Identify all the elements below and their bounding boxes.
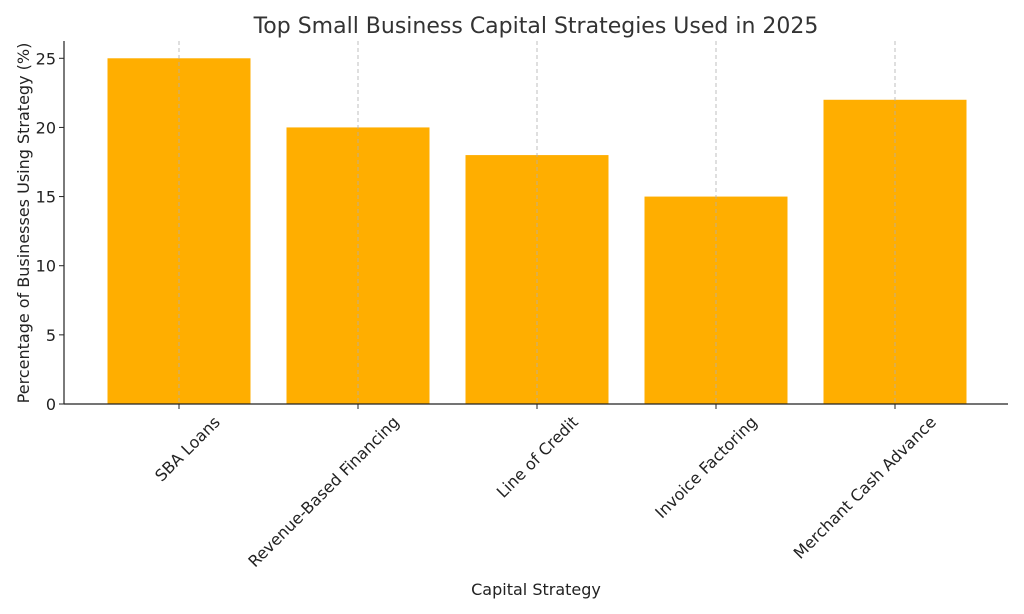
y-tick-label-3: 15 bbox=[36, 188, 56, 207]
x-tick-label-3: Invoice Factoring bbox=[651, 412, 761, 522]
y-tick-label-5: 25 bbox=[36, 49, 56, 68]
y-tick-label-0: 0 bbox=[46, 395, 56, 414]
y-tick-label-2: 10 bbox=[36, 257, 56, 276]
y-tick-label-4: 20 bbox=[36, 118, 56, 137]
y-tick-labels: 0 5 10 15 20 25 bbox=[36, 49, 64, 414]
x-tick-label-0: SBA Loans bbox=[151, 412, 224, 485]
x-tick-label-4: Merchant Cash Advance bbox=[790, 412, 940, 562]
x-tick-label-2: Line of Credit bbox=[493, 412, 582, 501]
x-tick-labels: SBA Loans Revenue-Based Financing Line of … bbox=[151, 404, 940, 571]
x-tick-label-1: Revenue-Based Financing bbox=[244, 412, 403, 571]
grid-layer bbox=[178, 41, 896, 404]
x-axis-label: Capital Strategy bbox=[471, 580, 601, 599]
axes-layer bbox=[63, 41, 1008, 405]
y-tick-label-1: 5 bbox=[46, 326, 56, 345]
chart-title: Top Small Business Capital Strategies Us… bbox=[253, 14, 819, 39]
y-axis-label: Percentage of Businesses Using Strategy … bbox=[14, 43, 33, 404]
